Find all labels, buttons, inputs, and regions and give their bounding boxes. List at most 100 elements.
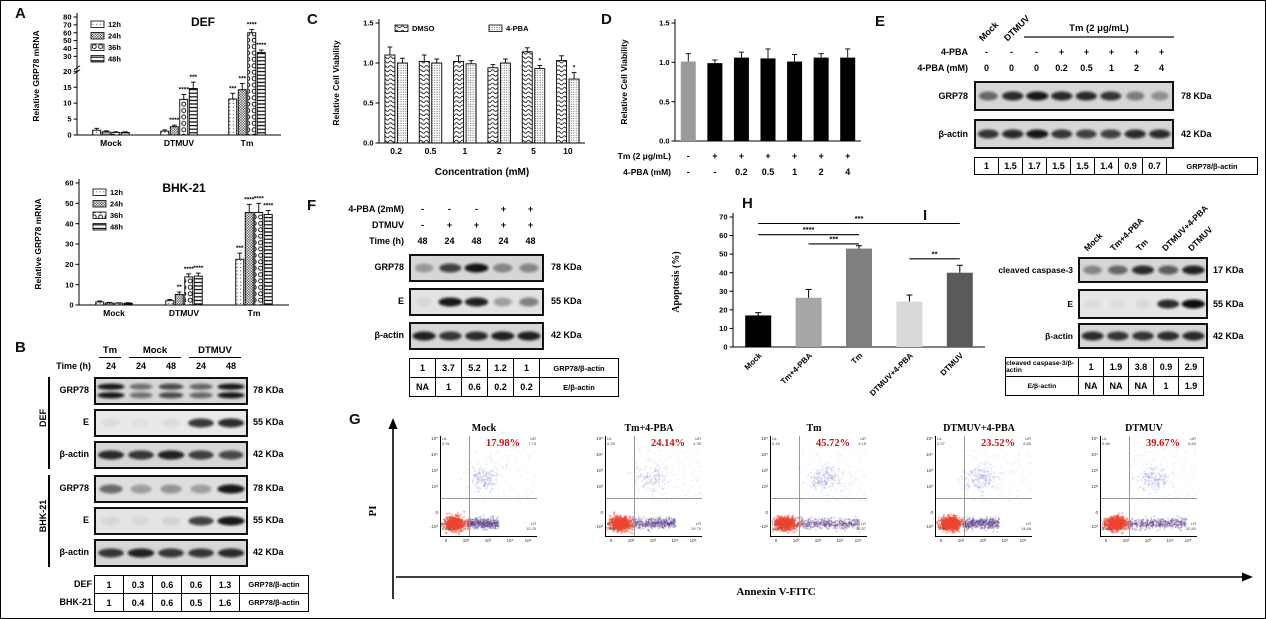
flow-plot-box: 17.98% UL 0.91 UR 7.73 LL 81.11 LR 10.25	[440, 436, 537, 537]
western-blot	[1078, 289, 1208, 319]
pi-axis-label: PI	[367, 506, 379, 517]
row-label: β-actin	[59, 547, 90, 557]
blot-band	[128, 450, 154, 460]
flow-scatter	[936, 436, 1032, 536]
row-label: 4-PBA (2mM)	[348, 204, 404, 214]
table-cell: 1	[974, 157, 999, 175]
blot-band	[1051, 129, 1073, 139]
blot-band	[131, 516, 151, 526]
time-value: 48	[225, 361, 236, 371]
blot-band	[1107, 331, 1129, 341]
blot-band	[1182, 265, 1205, 275]
blot-band	[189, 383, 213, 390]
table-cell: 0.7	[1142, 157, 1167, 175]
kda-label: 78 KDa	[253, 483, 284, 493]
kda-label: 55 KDa	[1213, 299, 1244, 309]
quadrant-lr: LR 36.57	[855, 521, 866, 531]
y-tick-label: 10	[63, 99, 71, 108]
y-tick-label: 30	[719, 287, 727, 296]
table-cell: 1.3	[210, 575, 240, 594]
bar	[534, 68, 546, 144]
blot-band	[1026, 91, 1049, 101]
quadrant-ur: UR 4.35	[693, 436, 701, 446]
cell-line-bracket	[48, 475, 50, 567]
flow-x-tick: 10⁵	[524, 538, 532, 543]
flow-x-tick: 10⁴	[1166, 538, 1174, 543]
flow-x-tick: 10⁵	[854, 538, 862, 543]
row-label: β-actin	[374, 330, 405, 340]
significance-stars: ****	[169, 117, 180, 124]
blot-band	[188, 450, 214, 460]
treatment-row-value: +	[845, 151, 850, 161]
panel-g-flow-cytometry: PI Annexin V-FITC Mock 17.98% UL 0.91 UR 7.73…	[346, 409, 1264, 617]
flow-x-tick: 0	[609, 538, 613, 543]
flow-scatter	[606, 436, 702, 536]
treatment-value: +	[446, 220, 453, 230]
table-cell: 1.5	[998, 157, 1023, 175]
row-label: GRP78	[374, 262, 404, 272]
table-cell: 0.9	[1118, 157, 1143, 175]
blot-bands	[416, 297, 539, 307]
flow-x-tick: 0	[774, 538, 778, 543]
y-tick-label: 1.5	[363, 19, 373, 28]
flow-plot: Tm 45.72% UL 0.15 UR 9.15 LL 54.13 LR 36.57 10…	[754, 423, 874, 555]
blot-band	[1149, 129, 1171, 139]
flow-y-tick: 0	[600, 510, 603, 515]
legend-label: 36h	[108, 43, 121, 52]
y-tick-label: 40	[63, 44, 71, 53]
significance-stars: ***	[238, 75, 246, 82]
table-cell: 0.6	[152, 593, 182, 612]
bar	[95, 301, 105, 306]
row-label: β-actin	[1045, 331, 1073, 341]
table-cell: 1.5	[1070, 157, 1095, 175]
y-tick-label: 0.5	[659, 97, 669, 106]
flow-x-tick: 10³	[814, 538, 822, 543]
table-cell: 0.6	[181, 575, 211, 594]
table-cell: 0.6	[461, 377, 488, 397]
blot-band	[464, 297, 489, 307]
significance-stars: ****	[803, 225, 815, 234]
treatment-value: 2	[1133, 63, 1139, 73]
flow-x-tick: 10²	[957, 538, 965, 543]
blot-band	[517, 331, 541, 341]
blot-band	[977, 129, 999, 139]
blot-band	[1108, 265, 1128, 275]
blot-bands	[412, 331, 541, 341]
table-cell: 1	[1153, 376, 1179, 396]
y-tick-label: 30	[65, 240, 73, 249]
blot-band	[493, 297, 512, 307]
legend-label: 48h	[110, 223, 123, 232]
row-label: Time (h)	[369, 236, 404, 246]
significance-stars: ****	[193, 265, 204, 272]
table-cell: cleaved caspase-3/β-actin	[1005, 357, 1079, 377]
blot-band	[1083, 265, 1102, 275]
significance-stars: ****	[254, 195, 265, 202]
treatment-row-label: 4-PBA (mM)	[623, 167, 671, 177]
treatment-value: +	[473, 220, 480, 230]
significance-stars: ****	[179, 87, 190, 94]
legend-swatch	[92, 211, 107, 219]
quadrant-ll: LL 75.60	[607, 521, 618, 531]
blot-band	[1110, 299, 1126, 309]
table-cell: 1.9	[1178, 376, 1204, 396]
treatment-value: +	[1158, 47, 1165, 57]
treatment-value: 48	[471, 236, 482, 246]
blot-band	[161, 516, 181, 526]
row-label: BHK-21	[59, 597, 92, 607]
western-blot	[1078, 323, 1208, 349]
bar	[795, 297, 822, 347]
blot-band	[188, 418, 214, 428]
flow-x-tick: 0	[939, 538, 943, 543]
table-cell: GRP78/β-actin	[239, 593, 309, 612]
blot-band	[1002, 91, 1024, 101]
table-cell: 3.7	[435, 358, 462, 378]
flow-y-tick: 10³	[761, 468, 768, 473]
flow-x-tick: 10⁵	[689, 538, 697, 543]
flow-scatter	[771, 436, 867, 536]
western-blot	[409, 254, 544, 282]
panel-f-label: F	[307, 197, 317, 214]
bar	[111, 132, 121, 136]
blot-band	[464, 263, 489, 273]
blot-bands	[99, 484, 245, 494]
